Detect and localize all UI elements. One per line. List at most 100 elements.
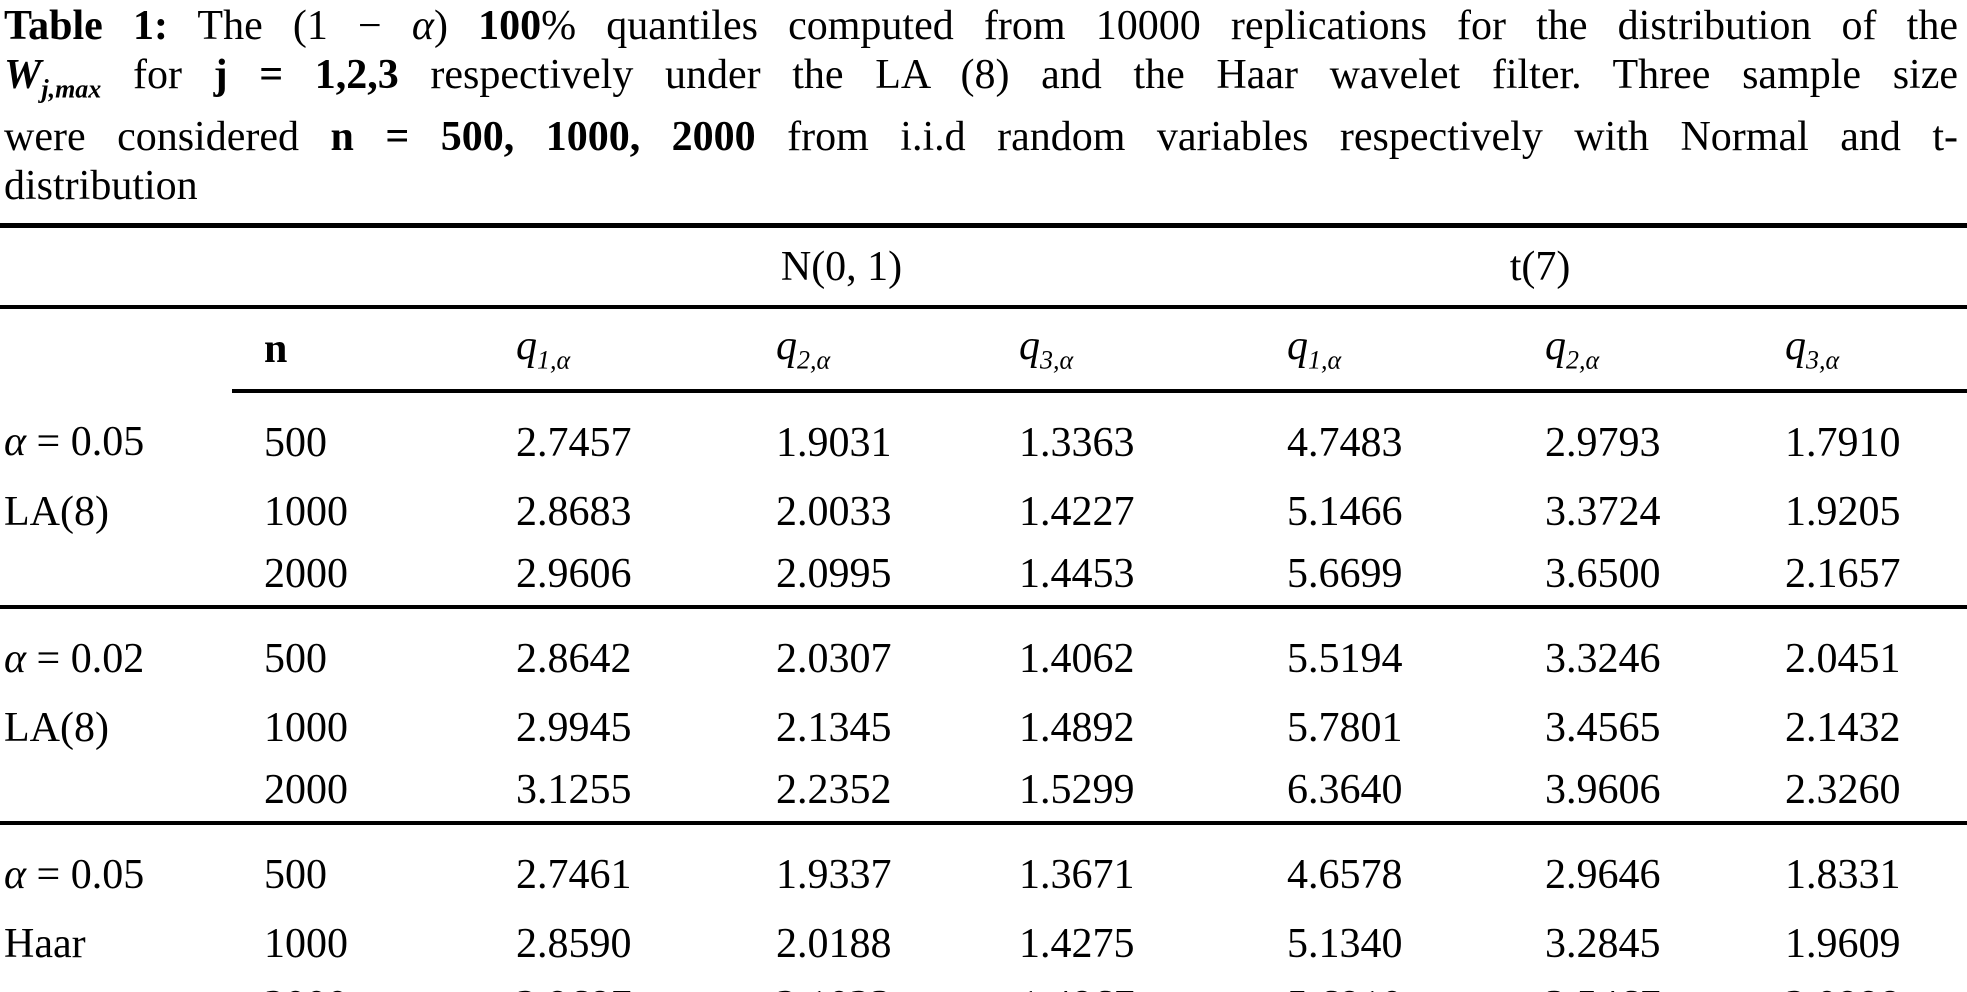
value-cell: 3.9606 — [1545, 767, 1661, 813]
quantile-subscript: 2,α — [1566, 345, 1600, 375]
value-cell: 3.5467 — [1541, 975, 1782, 992]
n-header-cell: n — [232, 307, 510, 393]
value-cell: 2.9606 — [516, 551, 632, 597]
quantile-header-cell: q1,α — [510, 307, 772, 393]
value-cell: 3.6500 — [1545, 551, 1661, 597]
table-row: 2000 3.1255 2.2352 1.5299 6.3640 3.9606 2.3260 — [0, 759, 1967, 823]
value-cell: 3.3246 — [1541, 605, 1782, 697]
table-row: α = 0.05 500 2.7457 1.9031 1.3363 4.7483 2.979… — [0, 391, 1967, 481]
value-cell: 1.4453 — [1019, 551, 1135, 597]
value-cell: 2.1345 — [776, 705, 892, 751]
caption-segment: j,max — [41, 74, 102, 104]
row-label-cell: α = 0.02 — [0, 605, 232, 697]
value-cell: 2.1432 — [1785, 705, 1901, 751]
quantile-subscript: 3,α — [1806, 345, 1840, 375]
n-cell: 1000 — [264, 705, 348, 751]
value-cell: 2.0188 — [776, 921, 892, 967]
value-cell: 2.1023 — [772, 975, 1015, 992]
quantile-subscript: 3,α — [1040, 345, 1074, 375]
row-label-cell: LA(8) — [4, 705, 109, 751]
caption-segment: distribution — [4, 163, 198, 210]
value-cell: 2.0998 — [1781, 975, 1967, 992]
value-cell: 1.4062 — [1015, 605, 1284, 697]
value-cell: 5.7801 — [1287, 705, 1403, 751]
alpha-value: = 0.05 — [26, 419, 145, 465]
value-cell: 5.5194 — [1283, 605, 1542, 697]
value-cell: 5.6699 — [1287, 551, 1403, 597]
value-cell: 2.9687 — [510, 975, 772, 992]
quantile-subscript: 1,α — [537, 345, 571, 375]
value-cell: 2.7457 — [516, 420, 632, 466]
value-cell: 2.9945 — [516, 705, 632, 751]
caption-segment: j = 1,2,3 — [213, 52, 399, 98]
alpha-symbol: α — [4, 852, 27, 898]
n-cell: 2000 — [264, 767, 348, 813]
value-cell: 1.9031 — [776, 420, 892, 466]
value-cell: 1.9205 — [1785, 489, 1901, 535]
quantile-subscript: 1,α — [1308, 345, 1342, 375]
value-cell: 2.3260 — [1785, 767, 1901, 813]
alpha-value: = 0.05 — [26, 852, 145, 898]
caption-segment: α — [411, 3, 434, 49]
value-cell: 2.8590 — [516, 921, 632, 967]
value-cell: 3.4565 — [1545, 705, 1661, 751]
value-cell: 1.4867 — [1015, 975, 1284, 992]
quantile-subscript: 2,α — [797, 345, 831, 375]
row-label-cell: Haar — [4, 921, 86, 967]
alpha-symbol: α — [4, 636, 27, 682]
distribution-header-cell — [0, 223, 510, 309]
table-row: 2000 2.9606 2.0995 1.4453 5.6699 3.6500 2.1657 — [0, 543, 1967, 607]
quantile-symbol: q — [1785, 323, 1807, 370]
n-cell: 2000 — [264, 551, 348, 597]
value-cell: 5.1340 — [1287, 921, 1403, 967]
row-label-cell — [0, 759, 232, 823]
table-row: α = 0.05 500 2.7461 1.9337 1.3671 4.6578 2.964… — [0, 821, 1967, 913]
n-cell: 500 — [232, 605, 510, 697]
alpha-symbol: α — [4, 419, 27, 465]
quantile-header-cell: q3,α — [1781, 307, 1967, 393]
value-cell: 2.0033 — [776, 489, 892, 535]
value-cell: 2.0307 — [772, 605, 1015, 697]
table-header: N(0, 1) t(7) n q1,α q2,α q3,α q1,α q2,α q3,α — [0, 223, 1967, 393]
caption-segment: Table 1: — [4, 3, 168, 49]
value-cell: 2.9793 — [1545, 420, 1661, 466]
value-cell: 2.8642 — [510, 605, 772, 697]
value-cell: 1.4227 — [1019, 489, 1135, 535]
value-cell: 2.0451 — [1781, 605, 1967, 697]
caption-line: Wj,max for j = 1,2,3 respectively under … — [4, 51, 1958, 113]
value-cell: 1.4892 — [1019, 705, 1135, 751]
row-label-header-cell — [0, 307, 232, 391]
table-row: LA(8) 1000 2.8683 2.0033 1.4227 5.1466 3.3724 1… — [0, 481, 1967, 543]
caption-segment: were considered — [4, 114, 331, 161]
value-cell: 1.9337 — [772, 821, 1015, 913]
value-cell: 1.8331 — [1781, 821, 1967, 913]
row-label-cell: LA(8) — [4, 489, 109, 535]
value-cell: 1.4275 — [1019, 921, 1135, 967]
caption-segment: n = 500, 1000, 2000 — [330, 114, 756, 161]
caption-line: Table 1: The (1 − α) 100% quantiles comp… — [4, 2, 1958, 51]
quantile-symbol: q — [1287, 323, 1309, 370]
value-cell: 5.1466 — [1287, 489, 1403, 535]
row-label-cell — [0, 975, 232, 992]
quantile-header-cell: q2,α — [772, 307, 1015, 393]
value-cell: 1.3671 — [1015, 821, 1284, 913]
quantile-symbol: q — [1019, 323, 1040, 370]
caption-segment: from i.i.d random variables respectively… — [755, 114, 1958, 161]
value-cell: 2.9646 — [1541, 821, 1782, 913]
caption-segment: 100 — [478, 3, 542, 49]
value-cell: 3.2845 — [1545, 921, 1661, 967]
n-cell: 500 — [264, 420, 327, 466]
value-cell: 4.7483 — [1287, 420, 1403, 466]
value-cell: 1.5299 — [1019, 767, 1135, 813]
table-caption: Table 1: The (1 − α) 100% quantiles comp… — [4, 2, 1958, 211]
quantile-header-cell: q2,α — [1541, 307, 1782, 393]
value-cell: 2.1657 — [1785, 551, 1901, 597]
value-cell: 1.3363 — [1019, 420, 1135, 466]
value-cell: 4.6578 — [1283, 821, 1542, 913]
caption-line: were considered n = 500, 1000, 2000 from… — [4, 113, 1958, 162]
value-cell: 2.2352 — [776, 767, 892, 813]
caption-segment: % quantiles computed from 10000 replicat… — [541, 3, 1958, 49]
alpha-value: = 0.02 — [26, 636, 145, 682]
